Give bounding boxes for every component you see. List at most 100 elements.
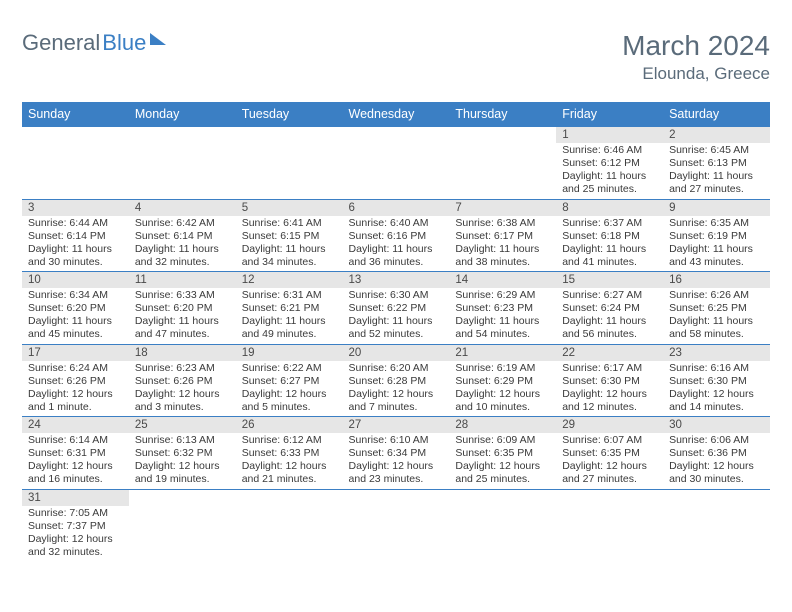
sunset-text: Sunset: 6:22 PM: [349, 302, 444, 315]
calendar-day-cell: 12Sunrise: 6:31 AMSunset: 6:21 PMDayligh…: [236, 272, 343, 345]
day-content: Sunrise: 7:05 AMSunset: 7:37 PMDaylight:…: [22, 506, 129, 562]
calendar-day-cell: 13Sunrise: 6:30 AMSunset: 6:22 PMDayligh…: [343, 272, 450, 345]
sunset-text: Sunset: 6:19 PM: [669, 230, 764, 243]
day-header: Monday: [129, 102, 236, 127]
daylight-text: Daylight: 11 hours and 43 minutes.: [669, 243, 764, 269]
logo-triangle-icon: [150, 33, 166, 45]
sunset-text: Sunset: 6:24 PM: [562, 302, 657, 315]
day-content: Sunrise: 6:37 AMSunset: 6:18 PMDaylight:…: [556, 216, 663, 272]
calendar-day-cell: 22Sunrise: 6:17 AMSunset: 6:30 PMDayligh…: [556, 344, 663, 417]
logo-text-blue: Blue: [102, 30, 146, 56]
day-number: 29: [556, 417, 663, 433]
day-header: Friday: [556, 102, 663, 127]
calendar-day-cell: 23Sunrise: 6:16 AMSunset: 6:30 PMDayligh…: [663, 344, 770, 417]
sunset-text: Sunset: 6:20 PM: [28, 302, 123, 315]
day-header: Saturday: [663, 102, 770, 127]
sunrise-text: Sunrise: 6:30 AM: [349, 289, 444, 302]
sunset-text: Sunset: 6:36 PM: [669, 447, 764, 460]
daylight-text: Daylight: 11 hours and 25 minutes.: [562, 170, 657, 196]
logo: General Blue: [22, 30, 166, 56]
day-content: Sunrise: 6:35 AMSunset: 6:19 PMDaylight:…: [663, 216, 770, 272]
sunset-text: Sunset: 6:16 PM: [349, 230, 444, 243]
sunrise-text: Sunrise: 6:45 AM: [669, 144, 764, 157]
day-content: Sunrise: 6:45 AMSunset: 6:13 PMDaylight:…: [663, 143, 770, 199]
day-number: 6: [343, 200, 450, 216]
calendar-week-row: 24Sunrise: 6:14 AMSunset: 6:31 PMDayligh…: [22, 417, 770, 490]
day-number: 9: [663, 200, 770, 216]
sunrise-text: Sunrise: 6:35 AM: [669, 217, 764, 230]
sunset-text: Sunset: 6:20 PM: [135, 302, 230, 315]
day-content: Sunrise: 6:29 AMSunset: 6:23 PMDaylight:…: [449, 288, 556, 344]
sunset-text: Sunset: 6:26 PM: [28, 375, 123, 388]
sunrise-text: Sunrise: 6:44 AM: [28, 217, 123, 230]
day-content: Sunrise: 6:42 AMSunset: 6:14 PMDaylight:…: [129, 216, 236, 272]
day-number: 25: [129, 417, 236, 433]
daylight-text: Daylight: 12 hours and 14 minutes.: [669, 388, 764, 414]
sunrise-text: Sunrise: 6:41 AM: [242, 217, 337, 230]
day-number: 17: [22, 345, 129, 361]
sunrise-text: Sunrise: 6:40 AM: [349, 217, 444, 230]
calendar-day-cell: [449, 489, 556, 561]
day-header: Wednesday: [343, 102, 450, 127]
sunset-text: Sunset: 6:12 PM: [562, 157, 657, 170]
daylight-text: Daylight: 12 hours and 1 minute.: [28, 388, 123, 414]
day-number: 11: [129, 272, 236, 288]
calendar-day-cell: 5Sunrise: 6:41 AMSunset: 6:15 PMDaylight…: [236, 199, 343, 272]
sunrise-text: Sunrise: 6:16 AM: [669, 362, 764, 375]
day-header-row: SundayMondayTuesdayWednesdayThursdayFrid…: [22, 102, 770, 127]
day-content: Sunrise: 6:07 AMSunset: 6:35 PMDaylight:…: [556, 433, 663, 489]
sunset-text: Sunset: 6:35 PM: [562, 447, 657, 460]
sunrise-text: Sunrise: 6:37 AM: [562, 217, 657, 230]
calendar-day-cell: 8Sunrise: 6:37 AMSunset: 6:18 PMDaylight…: [556, 199, 663, 272]
sunrise-text: Sunrise: 6:22 AM: [242, 362, 337, 375]
day-content: Sunrise: 6:33 AMSunset: 6:20 PMDaylight:…: [129, 288, 236, 344]
calendar-day-cell: 4Sunrise: 6:42 AMSunset: 6:14 PMDaylight…: [129, 199, 236, 272]
day-number: 23: [663, 345, 770, 361]
calendar-day-cell: 18Sunrise: 6:23 AMSunset: 6:26 PMDayligh…: [129, 344, 236, 417]
day-number: 8: [556, 200, 663, 216]
day-content: Sunrise: 6:41 AMSunset: 6:15 PMDaylight:…: [236, 216, 343, 272]
sunset-text: Sunset: 6:32 PM: [135, 447, 230, 460]
month-title: March 2024: [622, 30, 770, 62]
sunset-text: Sunset: 6:29 PM: [455, 375, 550, 388]
day-content: Sunrise: 6:34 AMSunset: 6:20 PMDaylight:…: [22, 288, 129, 344]
daylight-text: Daylight: 12 hours and 5 minutes.: [242, 388, 337, 414]
day-number: 3: [22, 200, 129, 216]
calendar-day-cell: 26Sunrise: 6:12 AMSunset: 6:33 PMDayligh…: [236, 417, 343, 490]
daylight-text: Daylight: 12 hours and 32 minutes.: [28, 533, 123, 559]
calendar-week-row: 17Sunrise: 6:24 AMSunset: 6:26 PMDayligh…: [22, 344, 770, 417]
day-content: Sunrise: 6:09 AMSunset: 6:35 PMDaylight:…: [449, 433, 556, 489]
calendar-day-cell: 2Sunrise: 6:45 AMSunset: 6:13 PMDaylight…: [663, 127, 770, 200]
day-content: Sunrise: 6:23 AMSunset: 6:26 PMDaylight:…: [129, 361, 236, 417]
calendar-week-row: 31Sunrise: 7:05 AMSunset: 7:37 PMDayligh…: [22, 489, 770, 561]
daylight-text: Daylight: 12 hours and 21 minutes.: [242, 460, 337, 486]
day-number: 5: [236, 200, 343, 216]
sunrise-text: Sunrise: 6:19 AM: [455, 362, 550, 375]
sunrise-text: Sunrise: 6:46 AM: [562, 144, 657, 157]
calendar-week-row: 1Sunrise: 6:46 AMSunset: 6:12 PMDaylight…: [22, 127, 770, 200]
sunrise-text: Sunrise: 6:06 AM: [669, 434, 764, 447]
calendar-day-cell: 29Sunrise: 6:07 AMSunset: 6:35 PMDayligh…: [556, 417, 663, 490]
sunset-text: Sunset: 6:25 PM: [669, 302, 764, 315]
day-content: Sunrise: 6:24 AMSunset: 6:26 PMDaylight:…: [22, 361, 129, 417]
day-number: 7: [449, 200, 556, 216]
day-number: 19: [236, 345, 343, 361]
day-content: Sunrise: 6:06 AMSunset: 6:36 PMDaylight:…: [663, 433, 770, 489]
header: General Blue March 2024 Elounda, Greece: [22, 30, 770, 84]
sunset-text: Sunset: 7:37 PM: [28, 520, 123, 533]
day-number: 15: [556, 272, 663, 288]
sunrise-text: Sunrise: 6:12 AM: [242, 434, 337, 447]
sunset-text: Sunset: 6:35 PM: [455, 447, 550, 460]
calendar-day-cell: 15Sunrise: 6:27 AMSunset: 6:24 PMDayligh…: [556, 272, 663, 345]
calendar-day-cell: [236, 489, 343, 561]
daylight-text: Daylight: 11 hours and 56 minutes.: [562, 315, 657, 341]
calendar-day-cell: [556, 489, 663, 561]
sunset-text: Sunset: 6:33 PM: [242, 447, 337, 460]
calendar-day-cell: [129, 127, 236, 200]
sunset-text: Sunset: 6:13 PM: [669, 157, 764, 170]
calendar-day-cell: 19Sunrise: 6:22 AMSunset: 6:27 PMDayligh…: [236, 344, 343, 417]
calendar-day-cell: 31Sunrise: 7:05 AMSunset: 7:37 PMDayligh…: [22, 489, 129, 561]
calendar-day-cell: 17Sunrise: 6:24 AMSunset: 6:26 PMDayligh…: [22, 344, 129, 417]
calendar-day-cell: [129, 489, 236, 561]
sunrise-text: Sunrise: 6:17 AM: [562, 362, 657, 375]
